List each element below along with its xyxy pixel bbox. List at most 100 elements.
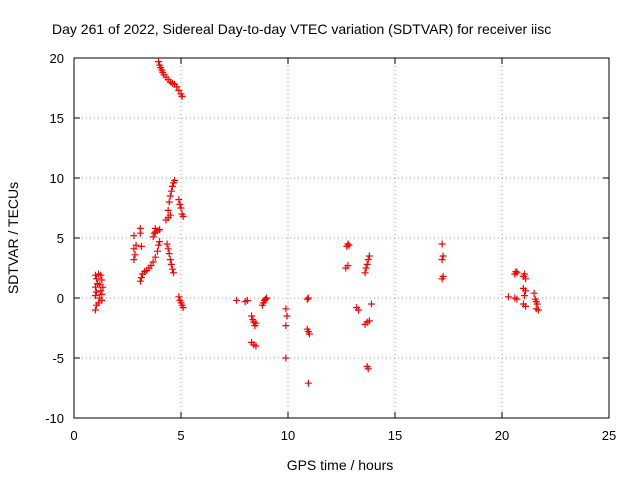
data-point (98, 290, 106, 298)
data-point (367, 300, 375, 308)
y-tick-label: 15 (50, 111, 64, 126)
data-point (97, 287, 105, 295)
data-point (248, 312, 256, 320)
data-point (166, 192, 174, 200)
data-point (344, 240, 352, 248)
data-point (513, 295, 521, 303)
x-tick-label: 10 (281, 428, 295, 443)
data-point (534, 306, 542, 314)
y-tick-label: -5 (52, 351, 64, 366)
data-point (179, 304, 187, 312)
data-point (164, 245, 172, 253)
data-point (99, 283, 107, 291)
data-point (178, 92, 186, 100)
data-point (170, 269, 178, 277)
data-point (439, 272, 447, 280)
data-point (98, 296, 106, 304)
data-point (137, 274, 145, 282)
data-points (91, 58, 542, 387)
data-point (171, 176, 179, 184)
data-point (156, 226, 164, 234)
data-point (282, 354, 290, 362)
data-point (179, 212, 187, 220)
y-tick-label: 20 (50, 51, 64, 66)
data-point (520, 270, 528, 278)
data-point (513, 269, 521, 277)
data-point (175, 86, 183, 94)
data-point (130, 256, 138, 264)
data-point (263, 294, 271, 302)
data-point (147, 262, 155, 270)
data-point (512, 268, 520, 276)
data-point (165, 250, 173, 258)
data-point (173, 83, 181, 91)
data-point (520, 292, 528, 300)
x-axis-label: GPS time / hours (287, 457, 394, 473)
data-point (166, 256, 174, 264)
x-tick-label: 0 (70, 428, 77, 443)
data-point (97, 271, 105, 279)
data-point (98, 276, 106, 284)
axis-ticks (73, 57, 610, 419)
data-point (92, 288, 100, 296)
data-point (282, 322, 290, 330)
data-point (176, 200, 184, 208)
data-point (522, 275, 530, 283)
data-point (164, 206, 172, 214)
x-tick-label: 15 (388, 428, 402, 443)
data-point (439, 252, 447, 260)
data-point (165, 198, 173, 206)
data-point (363, 260, 371, 268)
data-point (132, 241, 140, 249)
y-tick-label: 0 (57, 291, 64, 306)
data-point (262, 295, 270, 303)
data-point (168, 182, 176, 190)
data-point (522, 302, 530, 310)
grid-lines (74, 58, 609, 418)
data-point (252, 319, 260, 327)
data-point (130, 232, 138, 240)
data-point (131, 251, 139, 259)
data-point (252, 342, 260, 350)
data-point (305, 330, 313, 338)
x-tick-label: 20 (495, 428, 509, 443)
data-point (130, 245, 138, 253)
data-point (149, 258, 157, 266)
data-point (533, 300, 541, 308)
data-point (167, 260, 175, 268)
data-point (522, 287, 530, 295)
data-point (362, 264, 370, 272)
data-point (91, 292, 99, 300)
data-point (155, 58, 163, 66)
data-point (175, 293, 183, 301)
data-point (304, 294, 312, 302)
data-point (344, 262, 352, 270)
y-tick-label: -10 (45, 411, 64, 426)
data-point (361, 269, 369, 277)
y-tick-labels: -10 -5 0 5 10 15 20 (45, 51, 64, 426)
data-point (233, 296, 241, 304)
data-point (504, 293, 512, 301)
data-point (282, 305, 290, 313)
x-tick-labels: 0 5 10 15 20 25 (70, 428, 616, 443)
data-point (151, 224, 159, 232)
data-point (177, 204, 185, 212)
data-point (345, 241, 353, 249)
y-axis-label: SDTVAR / TECUs (5, 182, 21, 294)
data-point (149, 233, 157, 241)
data-point (153, 247, 161, 255)
data-point (156, 238, 164, 246)
y-tick-label: 5 (57, 231, 64, 246)
data-point (438, 240, 446, 248)
data-point (168, 265, 176, 273)
data-point (303, 295, 311, 303)
data-point (365, 317, 373, 325)
data-point (283, 312, 291, 320)
data-point (304, 379, 312, 387)
x-tick-label: 25 (602, 428, 616, 443)
y-tick-label: 10 (50, 171, 64, 186)
data-point (151, 253, 159, 261)
data-point (166, 211, 174, 219)
data-point (136, 277, 144, 285)
